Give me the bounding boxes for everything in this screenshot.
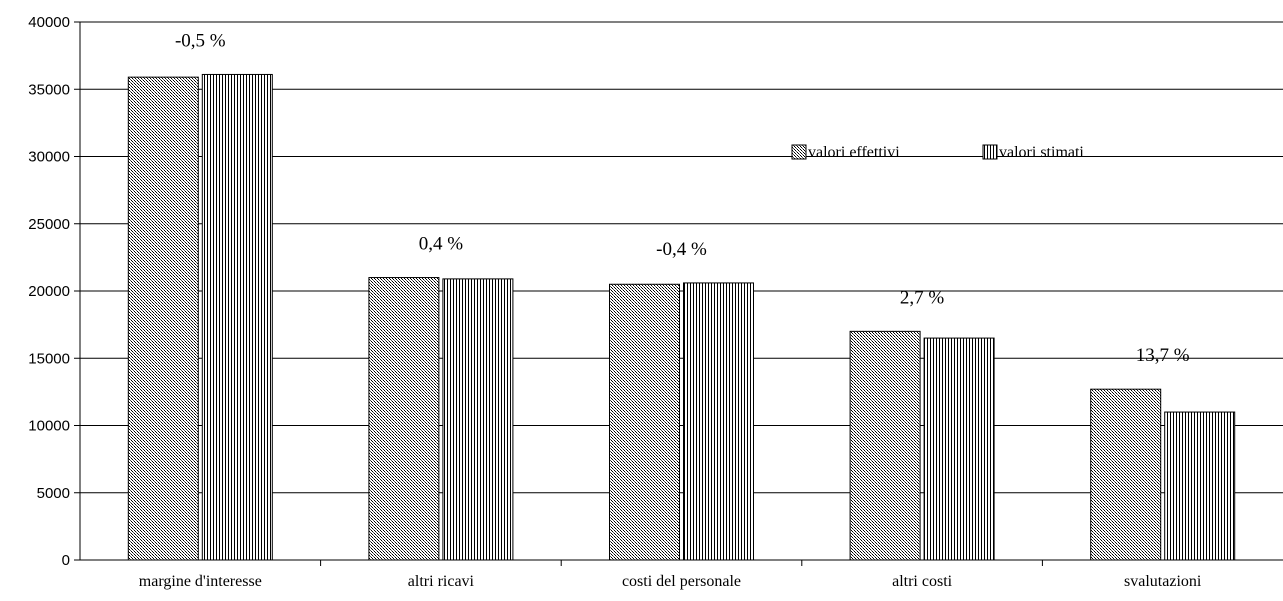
legend-swatch-valori-stimati xyxy=(982,144,998,160)
y-tick-label: 5000 xyxy=(37,485,70,502)
bar-valori-stimati xyxy=(201,73,273,561)
bars xyxy=(127,73,1236,561)
y-tick-label: 30000 xyxy=(28,149,70,166)
y-tick-label: 15000 xyxy=(28,350,70,367)
data-label-difference: -0,5 % xyxy=(175,30,226,51)
bar-valori-stimati xyxy=(683,282,754,561)
labels: 0 5000 10000 15000 20000 25000 30000 35000 40000… xyxy=(28,14,1202,590)
data-label-difference: 13,7 % xyxy=(1136,345,1190,366)
legend-label-valori-stimati: valori stimati xyxy=(999,144,1084,161)
bar-valori-effettivi xyxy=(609,283,680,561)
x-tick-label: altri costi xyxy=(892,573,953,590)
bar-valori-stimati xyxy=(1164,411,1236,561)
x-tick-label: altri ricavi xyxy=(408,573,475,590)
x-tick-label: costi del personale xyxy=(622,573,741,590)
y-tick-label: 35000 xyxy=(28,81,70,98)
bar-valori-effettivi xyxy=(127,76,199,561)
legend-swatch-valori-effettivi xyxy=(791,144,807,160)
axes xyxy=(74,21,1283,566)
y-tick-label: 0 xyxy=(62,552,70,569)
bar-valori-stimati xyxy=(442,278,514,561)
bar-valori-effettivi xyxy=(849,330,921,561)
y-tick-label: 20000 xyxy=(28,283,70,300)
x-tick-label: svalutazioni xyxy=(1124,573,1202,590)
x-tick-label: margine d'interesse xyxy=(139,573,262,590)
bar-valori-stimati xyxy=(923,337,995,561)
data-label-difference: 2,7 % xyxy=(900,287,945,308)
data-label-difference: -0,4 % xyxy=(656,239,707,260)
gridlines xyxy=(80,21,1283,494)
bar-valori-effettivi xyxy=(368,277,440,561)
legend-label-valori-effettivi: valori effettivi xyxy=(808,144,900,161)
y-tick-label: 25000 xyxy=(28,216,70,233)
bar-valori-effettivi xyxy=(1090,388,1162,561)
y-tick-label: 40000 xyxy=(28,14,70,31)
y-tick-label: 10000 xyxy=(28,418,70,435)
data-label-difference: 0,4 % xyxy=(419,234,464,255)
legend: valori effettivi valori stimati xyxy=(791,144,1084,161)
